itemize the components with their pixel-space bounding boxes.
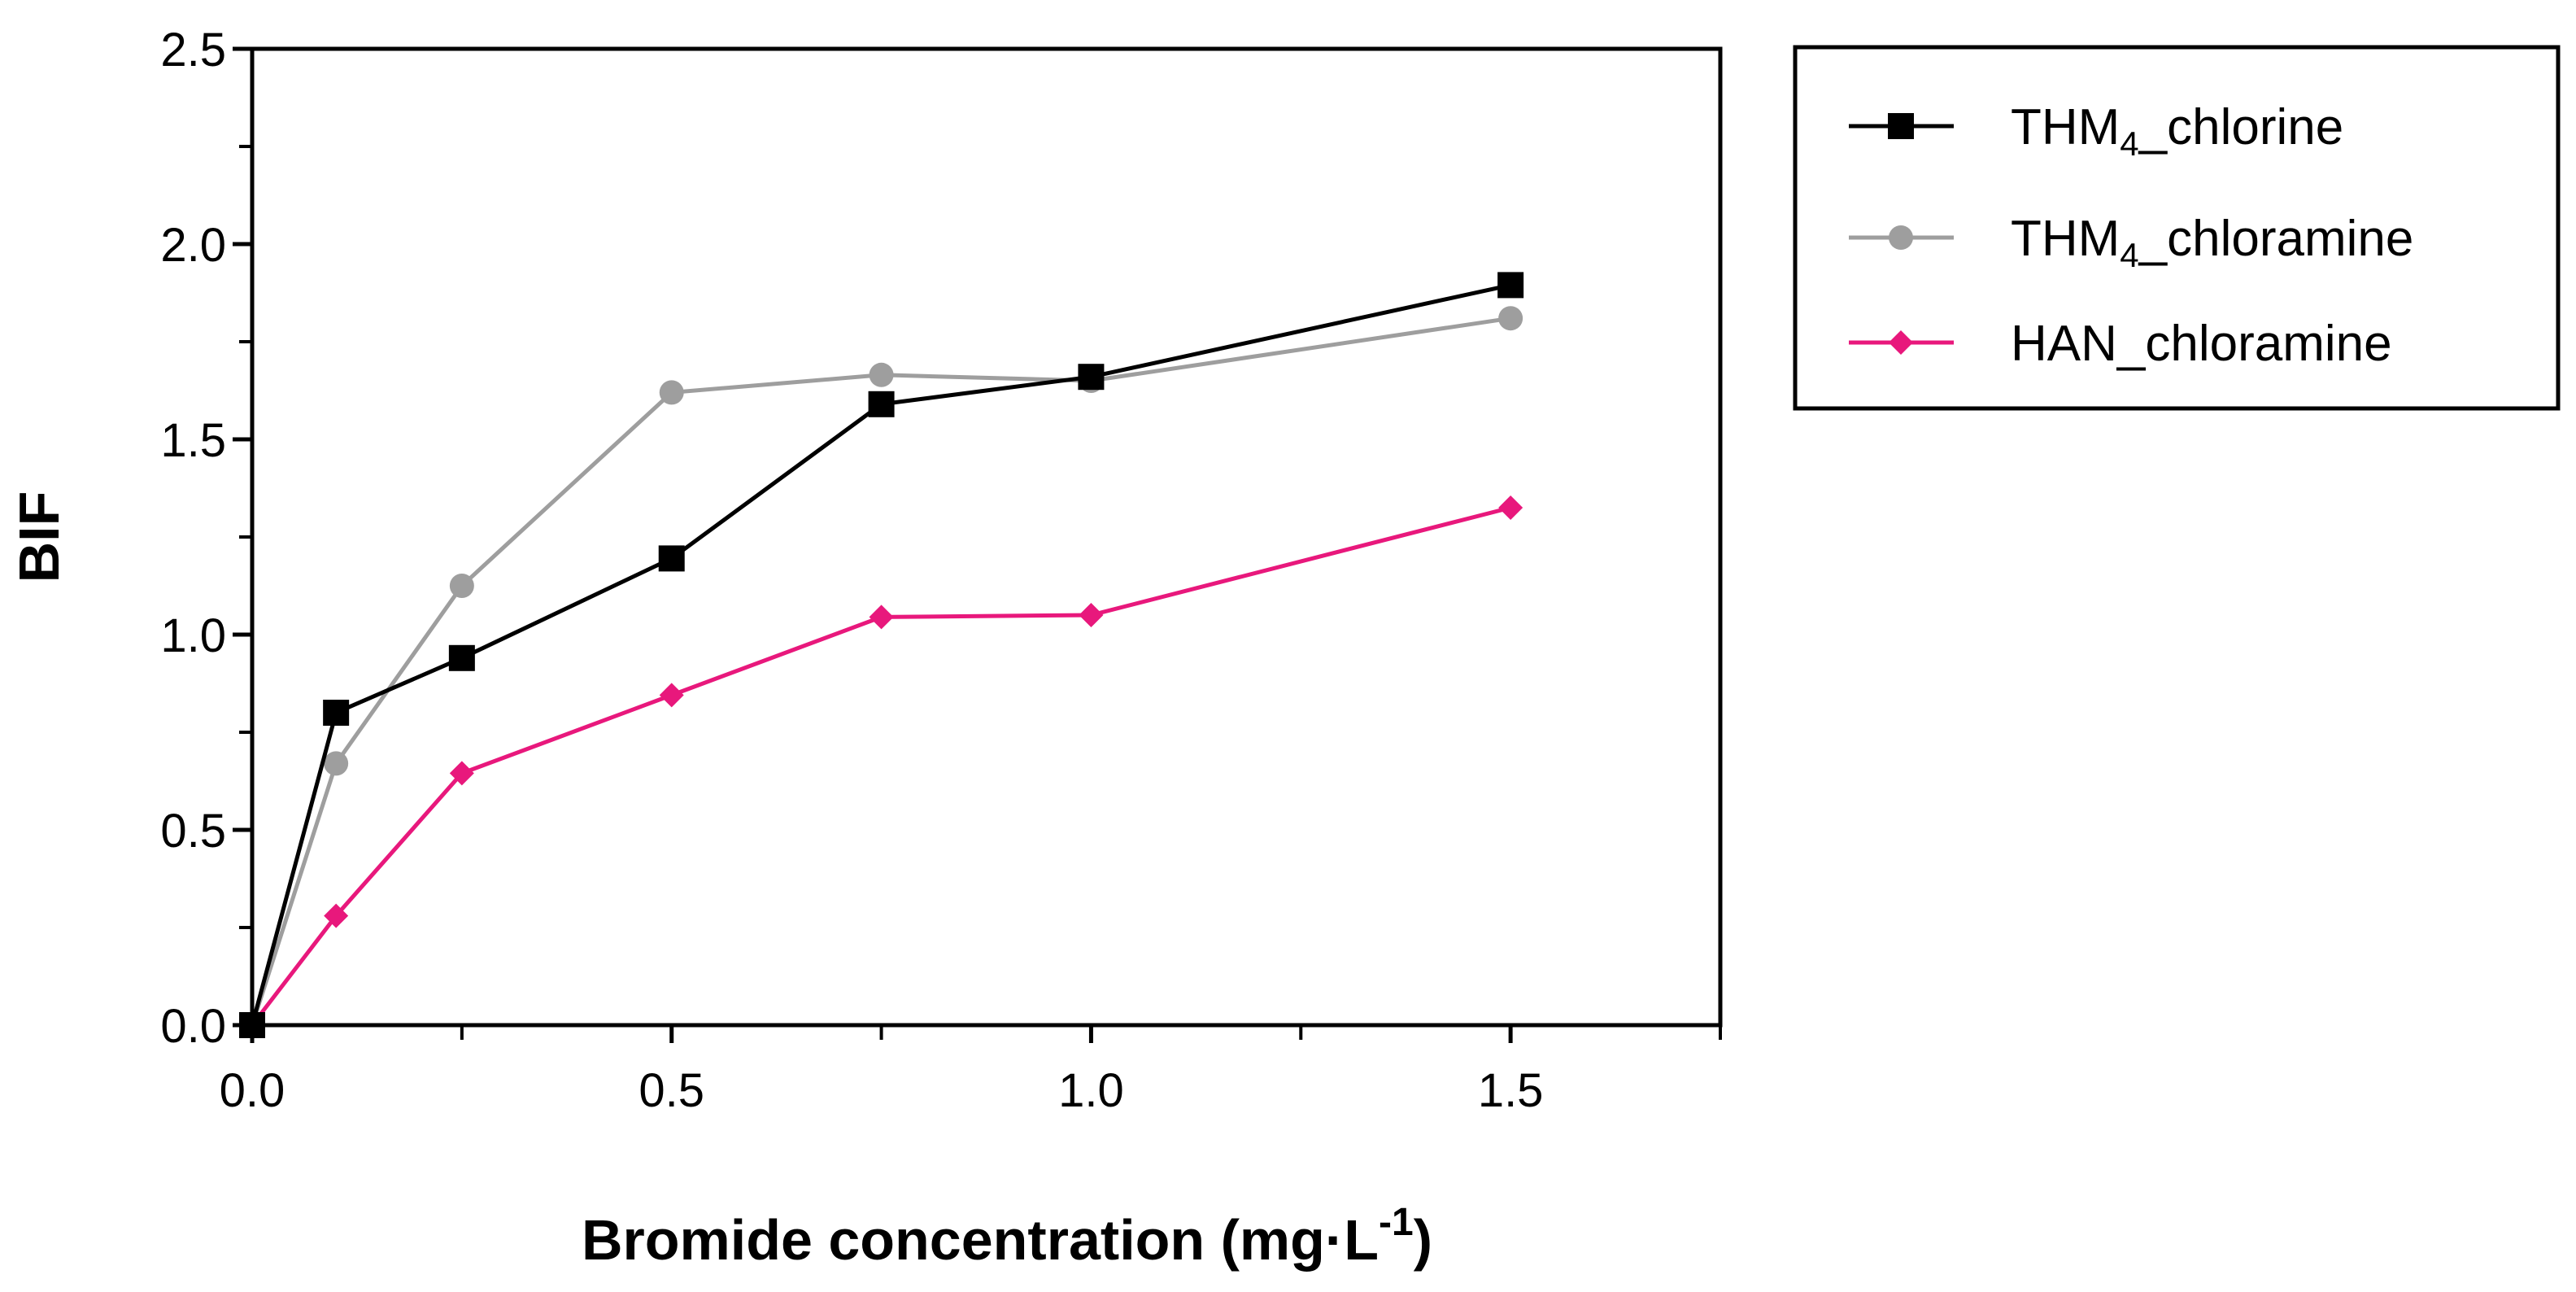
data-point-THM4_chlorine <box>239 1012 265 1038</box>
series-THM4_chlorine <box>239 272 1524 1038</box>
data-point-THM4_chloramine <box>659 380 684 405</box>
x-axis-title-close: ) <box>1414 1208 1432 1272</box>
legend-label: THM4_chloramine <box>2011 211 2413 274</box>
x-axis: 0.0 0.5 1.0 1.5 <box>220 1025 1722 1117</box>
legend-item-HAN_chloramine: HAN_chloramine <box>1849 316 2392 372</box>
data-point-HAN_chloramine <box>1079 603 1104 627</box>
data-point-THM4_chlorine <box>448 644 475 671</box>
data-point-THM4_chloramine <box>869 362 894 387</box>
data-point-HAN_chloramine <box>449 761 474 786</box>
data-point-HAN_chloramine <box>324 903 349 928</box>
data-point-HAN_chloramine <box>1498 495 1523 520</box>
x-axis-title-main: Bromide concentration (mg·L <box>582 1208 1379 1272</box>
y-tick-label: 1.0 <box>160 609 226 662</box>
series-line-THM4_chloramine <box>250 316 1511 1026</box>
data-point-THM4_chlorine <box>1078 364 1105 391</box>
x-tick-label: 1.5 <box>1478 1064 1544 1117</box>
x-tick-label: 0.5 <box>639 1064 704 1117</box>
legend-marker <box>1888 113 1914 139</box>
x-tick-label: 1.0 <box>1058 1064 1124 1117</box>
y-tick-label: 2.5 <box>160 24 226 76</box>
legend-item-THM4_chloramine: THM4_chloramine <box>1849 211 2413 274</box>
legend-marker <box>1889 225 1913 250</box>
x-axis-title: Bromide concentration (mg·L-1) <box>582 1201 1432 1272</box>
data-point-THM4_chlorine <box>1497 272 1524 299</box>
y-axis: 0.0 0.5 1.0 1.5 2.0 2.5 <box>160 24 252 1053</box>
y-tick-label: 0.5 <box>160 805 226 858</box>
y-tick-label: 1.5 <box>160 414 226 467</box>
legend: THM4_chlorine THM4_chloramine HAN_chlorami… <box>1793 45 2561 411</box>
series-line-HAN_chloramine <box>251 505 1511 1027</box>
data-point-THM4_chlorine <box>658 545 685 572</box>
data-point-HAN_chloramine <box>659 683 684 708</box>
data-point-THM4_chloramine <box>324 751 349 776</box>
data-point-THM4_chlorine <box>323 700 350 726</box>
y-tick-label: 2.0 <box>160 219 226 272</box>
legend-label: THM4_chlorine <box>2011 99 2343 163</box>
series-HAN_chloramine <box>240 495 1523 1037</box>
legend-label: HAN_chloramine <box>2011 316 2392 372</box>
legend-box <box>1793 45 2561 411</box>
x-tick-label: 0.0 <box>220 1064 285 1117</box>
y-tick-label: 0.0 <box>160 1000 226 1053</box>
data-point-THM4_chloramine <box>449 574 474 598</box>
data-point-THM4_chlorine <box>868 391 895 417</box>
y-axis-title: BIF <box>7 491 71 583</box>
data-point-HAN_chloramine <box>869 605 894 630</box>
data-point-THM4_chloramine <box>1498 306 1523 331</box>
legend-item-THM4_chlorine: THM4_chlorine <box>1849 99 2343 163</box>
plot-frame <box>250 46 1723 1028</box>
x-axis-title-superscript: -1 <box>1379 1201 1414 1244</box>
series-layer <box>239 272 1524 1038</box>
legend-marker <box>1889 330 1913 355</box>
